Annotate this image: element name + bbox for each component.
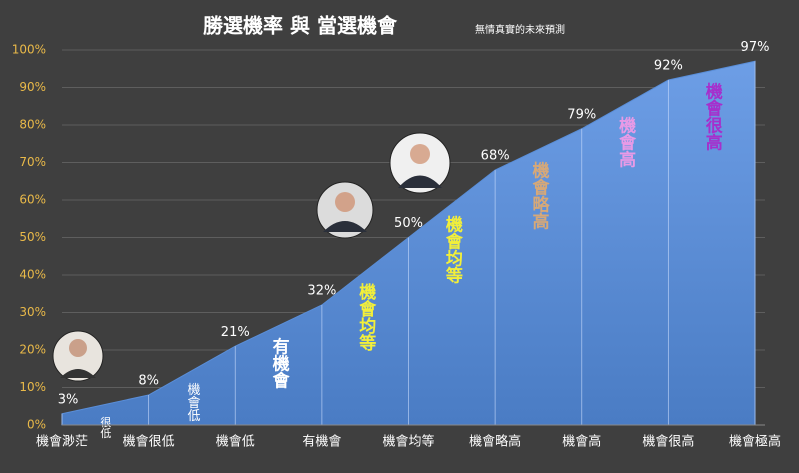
y-tick-label: 20% — [19, 343, 46, 357]
x-tick-label: 機會低 — [216, 435, 255, 450]
segment-annotation: 機會很高 — [702, 82, 724, 152]
segment-annotation: 機會高 — [615, 115, 637, 168]
data-label: 32% — [307, 284, 336, 299]
data-label: 3% — [58, 392, 79, 407]
x-tick-label: 有機會 — [302, 435, 341, 450]
x-tick-label: 機會很低 — [123, 435, 175, 450]
segment-annotation: 有機會 — [269, 337, 291, 390]
y-tick-label: 60% — [19, 193, 46, 207]
photos — [52, 132, 451, 382]
data-label: 68% — [481, 149, 510, 164]
segment-annotation: 機會均等 — [442, 215, 464, 285]
y-tick-label: 0% — [27, 418, 46, 432]
plot: 3% 機會渺茫 8% 機會很低 21% 機會低 32% 有機會 50% 機會均等 68% 機會略高 79… — [36, 40, 781, 450]
y-tick-label: 40% — [19, 268, 46, 282]
x-tick-label: 機會略高 — [469, 434, 521, 450]
y-tick-label: 10% — [19, 380, 46, 394]
x-tick-label: 機會渺茫 — [36, 435, 88, 450]
x-tick-label: 機會很高 — [642, 434, 694, 450]
segment-annotation: 機會略高 — [528, 160, 550, 230]
segment-annotation: 機會均等 — [355, 282, 377, 352]
photo — [52, 330, 104, 382]
data-label: 79% — [567, 107, 596, 122]
photo — [389, 132, 451, 194]
y-tick-label: 80% — [19, 118, 46, 132]
y-tick-label: 50% — [19, 230, 46, 244]
data-label: 8% — [138, 374, 159, 389]
chart-subtitle: 無情真實的未來預測 — [475, 23, 565, 36]
data-label: 21% — [221, 325, 250, 340]
y-tick-label: 90% — [19, 80, 46, 94]
y-tick-label: 100% — [12, 43, 46, 57]
x-tick-label: 機會極高 — [729, 434, 781, 450]
segment-annotation: 機會低 — [184, 383, 200, 423]
y-tick-label: 70% — [19, 155, 46, 169]
y-tick-label: 30% — [19, 305, 46, 319]
x-tick-label: 機會高 — [562, 434, 601, 450]
data-label: 50% — [394, 216, 423, 231]
data-label: 97% — [741, 40, 770, 55]
chart-title: 勝選機率 與 當選機會 — [203, 14, 398, 38]
x-tick-label: 機會均等 — [382, 434, 434, 450]
data-label: 92% — [654, 59, 683, 74]
photo — [316, 181, 374, 239]
segment-annotation: 很低 — [99, 415, 112, 439]
